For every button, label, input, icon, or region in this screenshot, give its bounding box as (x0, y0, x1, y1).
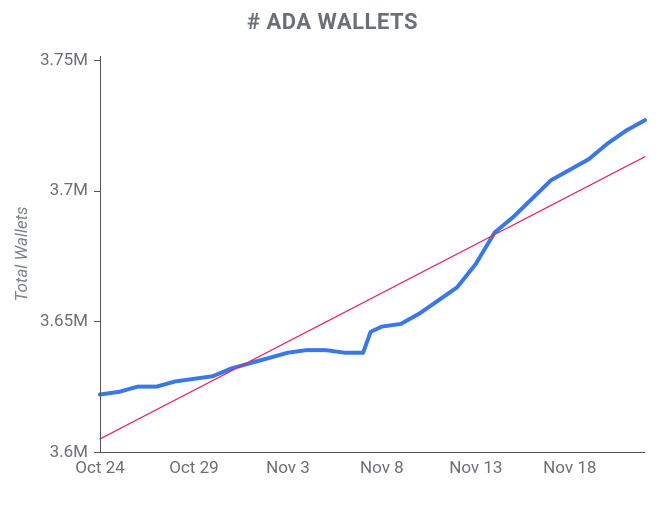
plot-area: 3.6M3.65M3.7M3.75MOct 24Oct 29Nov 3Nov 8… (100, 60, 645, 452)
ada-wallets-chart: # ADA WALLETS Total Wallets 3.6M3.65M3.7… (0, 0, 665, 505)
y-tick (94, 321, 100, 322)
x-tick-label: Nov 18 (543, 458, 596, 478)
x-tick-label: Nov 13 (449, 458, 502, 478)
y-tick (94, 452, 100, 453)
series-line (100, 157, 645, 439)
series-line (100, 120, 645, 394)
y-axis-label: Total Wallets (12, 207, 32, 302)
x-tick-label: Oct 24 (75, 458, 124, 478)
y-tick (94, 60, 100, 61)
x-tick-label: Nov 3 (266, 458, 310, 478)
x-axis-line (100, 452, 645, 453)
y-tick-label: 3.7M (50, 180, 88, 200)
y-tick (94, 191, 100, 192)
x-tick-label: Nov 8 (360, 458, 404, 478)
y-axis-line (100, 56, 101, 452)
chart-lines (100, 60, 645, 452)
chart-title: # ADA WALLETS (0, 10, 665, 35)
y-tick-label: 3.65M (40, 311, 88, 331)
y-tick-label: 3.75M (40, 50, 88, 70)
x-tick-label: Oct 29 (169, 458, 218, 478)
